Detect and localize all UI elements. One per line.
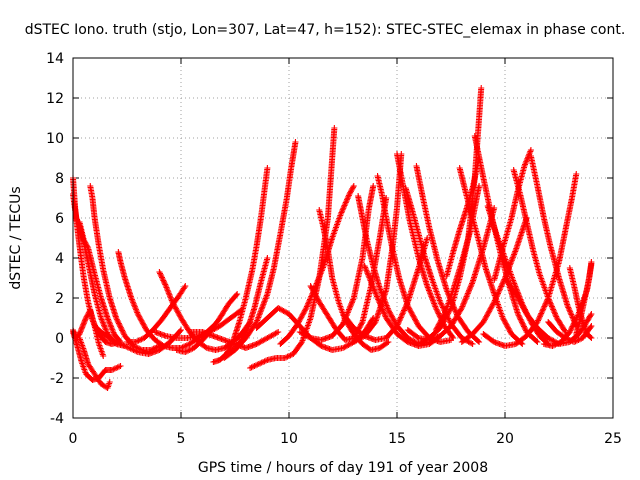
series-arc xyxy=(456,165,526,347)
series-markers xyxy=(87,183,163,353)
x-tick-label: 15 xyxy=(388,431,406,447)
y-tick-label: 12 xyxy=(46,91,64,107)
y-tick-label: 6 xyxy=(55,211,64,227)
y-tick-label: -4 xyxy=(50,411,64,427)
series-arc xyxy=(87,183,163,353)
x-tick-labels: 0 5 10 15 20 25 xyxy=(69,431,622,447)
series-markers xyxy=(76,219,124,345)
series-markers xyxy=(413,163,483,345)
x-tick-label: 10 xyxy=(280,431,298,447)
data-series xyxy=(70,85,595,391)
series-arc xyxy=(210,165,271,365)
x-tick-label: 5 xyxy=(177,431,186,447)
y-tick-label: 10 xyxy=(46,131,64,147)
series-arc xyxy=(76,219,124,345)
y-axis-title: dSTEC / TECUs xyxy=(8,186,24,289)
series-markers xyxy=(573,259,595,337)
x-tick-label: 0 xyxy=(69,431,78,447)
series-markers xyxy=(76,335,113,391)
series-markers xyxy=(350,151,405,345)
series-markers xyxy=(456,165,526,347)
series-markers xyxy=(527,153,580,329)
y-tick-labels: -4 -2 0 2 4 6 8 10 12 14 xyxy=(46,51,64,427)
y-tick-label: -2 xyxy=(50,371,64,387)
series-markers xyxy=(480,171,580,349)
series-arc xyxy=(527,153,580,329)
y-tick-label: 0 xyxy=(55,331,64,347)
series-arc xyxy=(124,283,189,345)
series-markers xyxy=(277,183,357,347)
x-tick-label: 25 xyxy=(604,431,622,447)
series-arc xyxy=(491,147,534,283)
series-arc xyxy=(221,139,299,361)
series-arc xyxy=(443,155,483,279)
series-arc xyxy=(277,183,357,347)
y-tick-label: 14 xyxy=(46,51,64,67)
y-tick-label: 4 xyxy=(55,251,64,267)
plot-frame xyxy=(72,57,614,419)
series-markers xyxy=(404,205,498,343)
series-arc xyxy=(573,259,595,337)
series-arc xyxy=(480,171,580,349)
x-tick-label: 20 xyxy=(496,431,514,447)
series-markers xyxy=(124,283,189,345)
series-arc xyxy=(404,205,498,343)
y-tick-label: 8 xyxy=(55,171,64,187)
series-markers xyxy=(210,165,271,365)
y-tick-label: 2 xyxy=(55,291,64,307)
chart-title: dSTEC Iono. truth (stjo, Lon=307, Lat=47… xyxy=(25,22,626,38)
series-markers xyxy=(491,147,534,283)
series-markers xyxy=(443,155,483,279)
series-arc xyxy=(76,335,113,391)
series-markers xyxy=(221,139,299,361)
series-arc xyxy=(350,151,405,345)
x-axis-title: GPS time / hours of day 191 of year 2008 xyxy=(198,460,488,476)
series-arc xyxy=(413,163,483,345)
